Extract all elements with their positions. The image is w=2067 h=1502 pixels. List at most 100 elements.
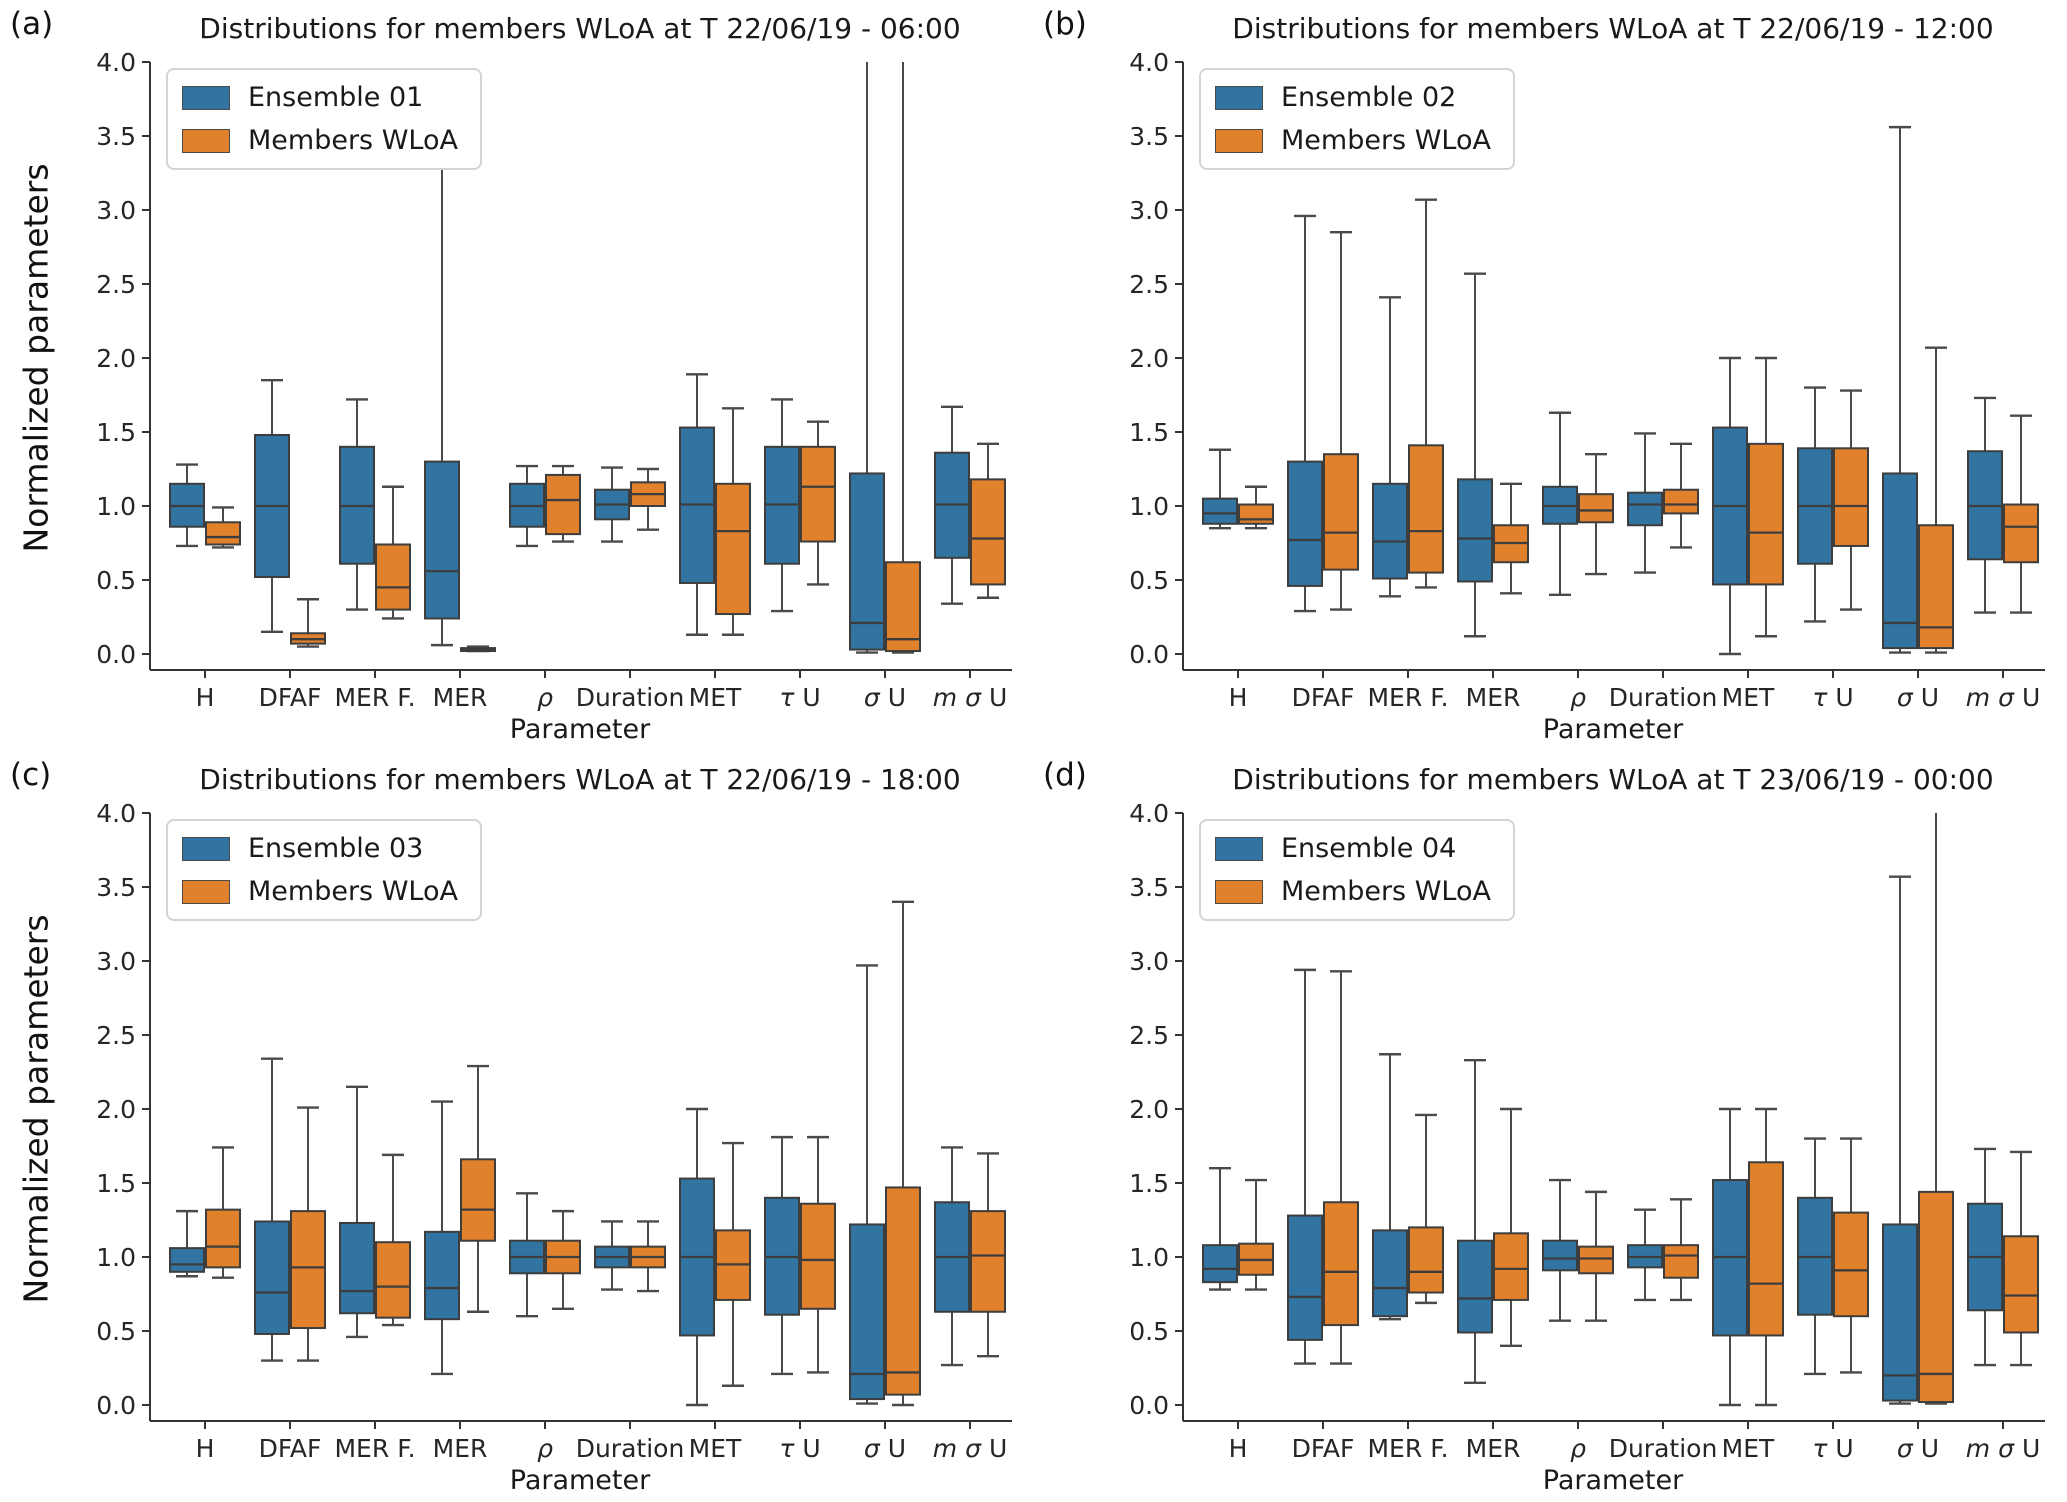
legend-swatch-wloa xyxy=(1215,128,1263,153)
x-axis-label: Parameter xyxy=(509,1465,651,1496)
legend-swatch-ensemble xyxy=(1215,836,1263,861)
svg-text:MER: MER xyxy=(1466,1434,1521,1463)
svg-text:4.0: 4.0 xyxy=(1129,799,1169,828)
panel-letter: (c) xyxy=(10,757,52,793)
svg-text:0.0: 0.0 xyxy=(96,1391,136,1420)
panel-b: 0.0 0.5 1.0 1.5 2.0 2.5 3.0 3.5 4.0 H DFAF MER F. MER… xyxy=(1033,0,2067,751)
svg-text:1.5: 1.5 xyxy=(96,1169,136,1198)
svg-text:3.0: 3.0 xyxy=(1129,196,1169,225)
legend-row-ensemble: Ensemble 03 xyxy=(182,833,458,864)
svg-text:ρ: ρ xyxy=(1570,1434,1586,1463)
svg-text:2.0: 2.0 xyxy=(96,1095,136,1124)
legend-swatch-ensemble xyxy=(1215,85,1263,110)
legend: Ensemble 03 Members WLoA xyxy=(166,819,482,921)
legend-swatch-ensemble xyxy=(182,836,230,861)
legend: Ensemble 01 Members WLoA xyxy=(166,68,482,170)
panel-letter: (d) xyxy=(1043,757,1087,793)
svg-text:3.5: 3.5 xyxy=(1129,122,1169,151)
svg-text:2.0: 2.0 xyxy=(96,344,136,373)
svg-text:0.5: 0.5 xyxy=(1129,1317,1169,1346)
svg-text:mσU: mσU xyxy=(1966,1434,2041,1463)
boxplot-canvas-c: 0.0 0.5 1.0 1.5 2.0 2.5 3.0 3.5 4.0 H DFAF MER F. MER… xyxy=(96,799,1012,1463)
svg-text:σU: σU xyxy=(864,1434,906,1463)
svg-text:Duration: Duration xyxy=(1609,1434,1718,1463)
svg-text:0.5: 0.5 xyxy=(1129,566,1169,595)
svg-text:3.0: 3.0 xyxy=(96,196,136,225)
legend-label-ensemble: Ensemble 04 xyxy=(1281,833,1457,864)
svg-text:3.0: 3.0 xyxy=(1129,947,1169,976)
svg-text:MET: MET xyxy=(689,1434,742,1463)
svg-text:3.0: 3.0 xyxy=(96,947,136,976)
panel-letter: (a) xyxy=(10,6,54,42)
legend-label-ensemble: Ensemble 03 xyxy=(248,833,424,864)
svg-text:H: H xyxy=(196,1434,215,1463)
panel-title: Distributions for members WLoA at T 22/0… xyxy=(1232,12,1994,45)
svg-text:τU: τU xyxy=(1812,1434,1853,1463)
legend-label-ensemble: Ensemble 01 xyxy=(248,82,424,113)
svg-text:1.0: 1.0 xyxy=(96,492,136,521)
svg-text:τU: τU xyxy=(779,683,820,712)
svg-text:DFAF: DFAF xyxy=(1292,683,1355,712)
legend-swatch-wloa xyxy=(1215,879,1263,904)
svg-text:Duration: Duration xyxy=(576,1434,685,1463)
legend-label-wloa: Members WLoA xyxy=(248,125,458,156)
y-axis-label: Normalized parameters xyxy=(16,163,56,553)
panel-d: 0.0 0.5 1.0 1.5 2.0 2.5 3.0 3.5 4.0 H DFAF MER F. MER… xyxy=(1033,751,2067,1502)
svg-text:H: H xyxy=(1229,1434,1248,1463)
svg-text:3.5: 3.5 xyxy=(96,873,136,902)
svg-text:2.5: 2.5 xyxy=(1129,1021,1169,1050)
svg-text:MER: MER xyxy=(433,683,488,712)
svg-text:MER: MER xyxy=(1466,683,1521,712)
svg-text:1.0: 1.0 xyxy=(1129,1243,1169,1272)
svg-text:0.5: 0.5 xyxy=(96,1317,136,1346)
svg-text:mσU: mσU xyxy=(933,683,1008,712)
boxplot-canvas-d: 0.0 0.5 1.0 1.5 2.0 2.5 3.0 3.5 4.0 H DFAF MER F. MER… xyxy=(1129,799,2045,1463)
legend-label-ensemble: Ensemble 02 xyxy=(1281,82,1457,113)
svg-text:ρ: ρ xyxy=(537,683,553,712)
legend-label-wloa: Members WLoA xyxy=(1281,876,1491,907)
legend-label-wloa: Members WLoA xyxy=(248,876,458,907)
legend-row-wloa: Members WLoA xyxy=(1215,876,1491,907)
panel-letter: (b) xyxy=(1043,6,1087,42)
legend: Ensemble 02 Members WLoA xyxy=(1199,68,1515,170)
svg-text:2.5: 2.5 xyxy=(96,1021,136,1050)
svg-text:0.0: 0.0 xyxy=(1129,640,1169,669)
svg-text:DFAF: DFAF xyxy=(259,1434,322,1463)
legend-swatch-wloa xyxy=(182,879,230,904)
panel-a: 0.0 0.5 1.0 1.5 2.0 2.5 3.0 3.5 4.0 H DFAF MER F. MER… xyxy=(0,0,1034,751)
svg-text:2.0: 2.0 xyxy=(1129,1095,1169,1124)
legend-row-wloa: Members WLoA xyxy=(1215,125,1491,156)
svg-text:0.0: 0.0 xyxy=(96,640,136,669)
svg-text:Duration: Duration xyxy=(1609,683,1718,712)
svg-text:Duration: Duration xyxy=(576,683,685,712)
panel-title: Distributions for members WLoA at T 22/0… xyxy=(199,763,961,796)
svg-text:1.0: 1.0 xyxy=(1129,492,1169,521)
legend-row-ensemble: Ensemble 04 xyxy=(1215,833,1491,864)
svg-text:mσU: mσU xyxy=(1966,683,2041,712)
legend-row-ensemble: Ensemble 01 xyxy=(182,82,458,113)
svg-text:1.5: 1.5 xyxy=(1129,1169,1169,1198)
boxplot-canvas-a: 0.0 0.5 1.0 1.5 2.0 2.5 3.0 3.5 4.0 H DFAF MER F. MER… xyxy=(96,48,1012,712)
svg-text:H: H xyxy=(1229,683,1248,712)
svg-text:MET: MET xyxy=(1722,1434,1775,1463)
svg-text:0.0: 0.0 xyxy=(1129,1391,1169,1420)
svg-text:σU: σU xyxy=(864,683,906,712)
svg-text:ρ: ρ xyxy=(537,1434,553,1463)
svg-text:3.5: 3.5 xyxy=(1129,873,1169,902)
svg-text:DFAF: DFAF xyxy=(259,683,322,712)
svg-text:4.0: 4.0 xyxy=(1129,48,1169,77)
panel-title: Distributions for members WLoA at T 22/0… xyxy=(199,12,961,45)
svg-text:1.0: 1.0 xyxy=(96,1243,136,1272)
svg-text:MET: MET xyxy=(1722,683,1775,712)
svg-text:2.0: 2.0 xyxy=(1129,344,1169,373)
y-axis-label: Normalized parameters xyxy=(16,914,56,1304)
legend-label-wloa: Members WLoA xyxy=(1281,125,1491,156)
svg-text:0.5: 0.5 xyxy=(96,566,136,595)
svg-text:σU: σU xyxy=(1897,683,1939,712)
svg-text:H: H xyxy=(196,683,215,712)
svg-text:4.0: 4.0 xyxy=(96,48,136,77)
